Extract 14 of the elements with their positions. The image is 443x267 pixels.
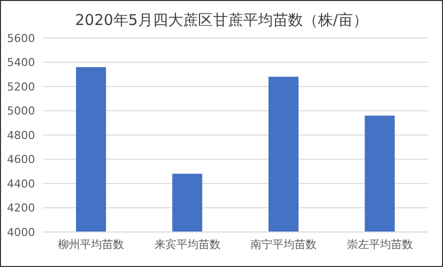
y-tick-label: 5600 bbox=[7, 32, 35, 45]
y-tick-label: 5000 bbox=[7, 104, 35, 118]
y-tick-label: 4400 bbox=[7, 177, 35, 190]
y-tick-label: 4200 bbox=[7, 202, 35, 215]
y-tick-label: 4800 bbox=[7, 128, 35, 142]
y-tick-label: 4000 bbox=[7, 226, 35, 239]
y-tick-label: 5200 bbox=[7, 80, 35, 94]
x-tick-label: 来宾平均苗数 bbox=[154, 238, 220, 251]
x-tick-label: 南宁平均苗数 bbox=[250, 238, 317, 251]
x-tick-label: 崇左平均苗数 bbox=[346, 238, 413, 251]
y-tick-label: 5400 bbox=[7, 56, 35, 70]
y-tick-label: 4600 bbox=[7, 153, 35, 166]
chart-title: 2020年5月四大蔗区甘蔗平均苗数（株/亩） bbox=[74, 11, 369, 30]
x-tick-label: 柳州平均苗数 bbox=[58, 238, 124, 251]
